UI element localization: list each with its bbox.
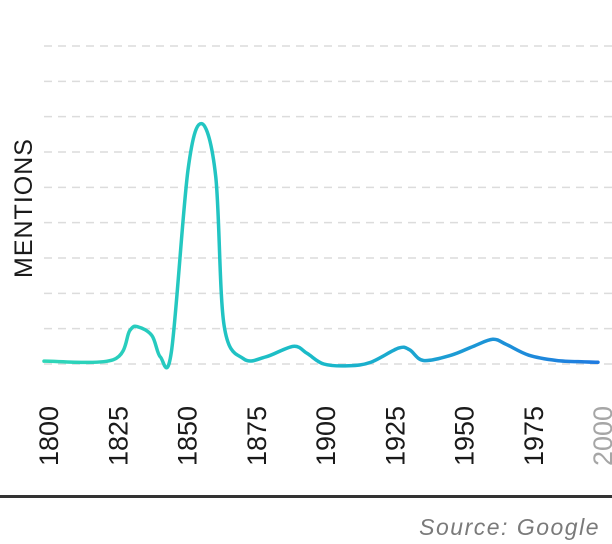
source-note: Source: Google (419, 514, 600, 540)
x-tick-label: 1800 (34, 406, 64, 466)
x-tick-label: 1875 (242, 406, 272, 466)
grid-lines (44, 45, 612, 365)
x-tick-label: 1850 (173, 406, 203, 466)
x-tick-label: 1925 (380, 406, 410, 466)
x-tick-label: 1950 (450, 406, 480, 466)
series-line (42, 121, 600, 370)
x-tick-label: 2000 (588, 406, 612, 466)
y-axis-label: MENTIONS (10, 138, 38, 278)
x-axis-ticks: 1800 1825 1850 1875 1900 1925 1950 1975 2000 (34, 406, 612, 466)
x-tick-label: 1975 (519, 406, 549, 466)
line-chart: 1800 1825 1850 1875 1900 1925 1950 1975 2000 MEN… (10, 45, 612, 466)
footer-divider (0, 495, 612, 498)
x-tick-label: 1900 (311, 406, 341, 466)
x-tick-label: 1825 (103, 406, 133, 466)
